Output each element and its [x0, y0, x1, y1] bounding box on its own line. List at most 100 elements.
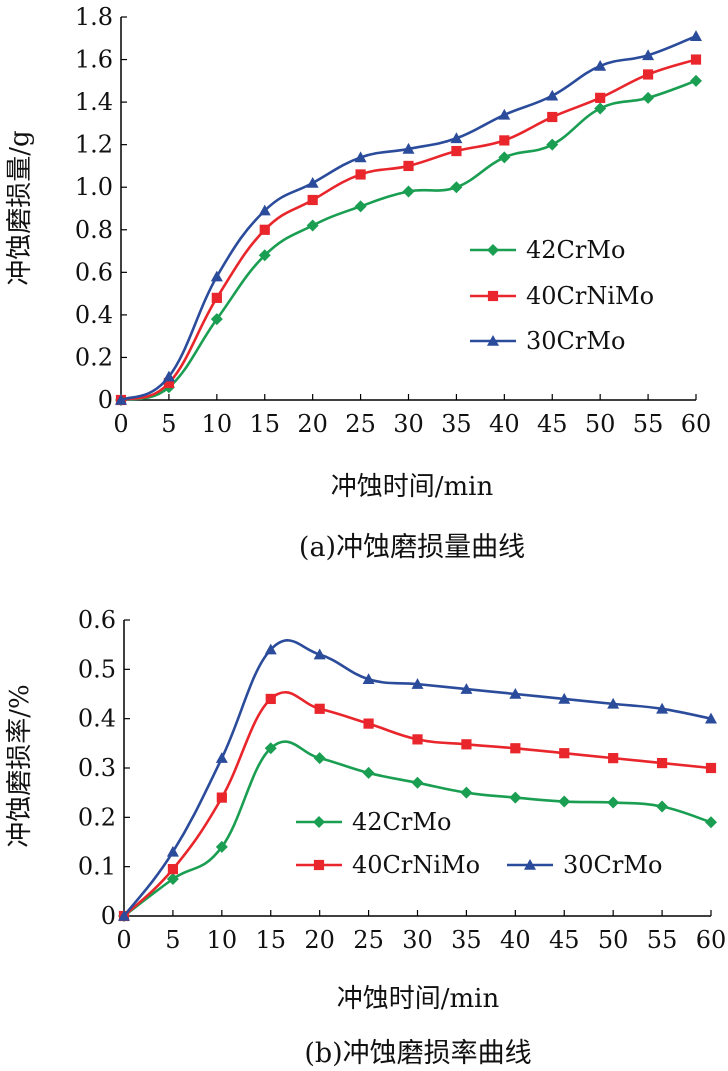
triangle-marker: [402, 142, 415, 154]
square-marker: [314, 703, 325, 714]
x-tick-label: 60: [681, 410, 712, 438]
y-axis-title: 冲蚀磨损率/%: [5, 684, 35, 847]
y-tick-label: 1.8: [75, 3, 113, 31]
square-marker: [363, 718, 374, 729]
square-marker: [487, 290, 499, 302]
diamond-marker: [264, 742, 277, 755]
y-tick-label: 0.5: [78, 655, 116, 683]
diamond-marker: [354, 200, 367, 213]
triangle-marker: [354, 151, 367, 163]
diamond-marker: [313, 752, 326, 765]
diamond-marker: [450, 181, 463, 194]
y-tick-label: 0.2: [78, 803, 116, 831]
triangle-marker: [487, 335, 499, 346]
y-tick-label: 0.2: [75, 343, 113, 371]
triangle-marker: [258, 204, 271, 216]
square-marker: [216, 792, 227, 803]
square-marker: [642, 69, 654, 80]
x-tick-label: 40: [500, 926, 531, 954]
x-tick-label: 35: [441, 410, 472, 438]
series-40CrNiMo: [115, 54, 702, 406]
diamond-marker: [306, 219, 319, 232]
diamond-marker: [411, 776, 424, 789]
triangle-marker: [313, 648, 326, 660]
y-tick-label: 1.6: [75, 46, 113, 74]
square-marker: [510, 743, 521, 754]
legend-label: 42CrMo: [526, 236, 625, 264]
diamond-marker: [594, 102, 607, 115]
triangle-marker: [115, 394, 127, 405]
x-tick-label: 55: [647, 926, 678, 954]
diamond-marker: [607, 796, 620, 809]
square-marker: [167, 864, 179, 875]
triangle-marker: [705, 712, 717, 724]
diamond-marker: [656, 800, 669, 813]
legend-item: 30CrMo: [507, 851, 662, 879]
axes: 0 5 10 15 20 25 30 35 40 45 50 55 60 0 0.2 0.4 0.6 0.8 1.0…: [75, 3, 711, 438]
y-tick-label: 0: [98, 386, 113, 414]
x-axis-title: 冲蚀时间/min: [337, 984, 500, 1014]
series-line: [122, 639, 712, 917]
y-tick-label: 0.4: [78, 705, 116, 733]
diamond-marker: [258, 249, 271, 262]
triangle-marker: [594, 59, 607, 71]
legend-label: 30CrMo: [526, 327, 625, 355]
square-marker: [412, 734, 423, 745]
triangle-marker: [118, 910, 130, 921]
triangle-marker: [460, 683, 473, 694]
y-tick-label: 0.6: [78, 606, 116, 634]
triangle-marker: [306, 176, 319, 188]
y-tick-label: 1.0: [75, 173, 113, 201]
legend-item: 42CrMo: [296, 808, 451, 836]
diamond-marker: [362, 766, 375, 779]
square-marker: [608, 753, 619, 764]
x-tick-label: 25: [353, 926, 384, 954]
x-tick-label: 35: [451, 926, 482, 954]
diamond-marker: [705, 816, 717, 829]
triangle-marker: [264, 643, 277, 655]
x-axis-title: 冲蚀时间/min: [331, 472, 494, 502]
y-tick-label: 0.8: [75, 216, 113, 244]
x-tick-label: 15: [249, 410, 280, 438]
x-tick-label: 30: [402, 926, 433, 954]
legend-item: 40CrNiMo: [296, 851, 480, 879]
x-tick-label: 0: [116, 926, 131, 954]
series-30CrMo: [115, 30, 702, 405]
square-marker: [265, 693, 276, 705]
triangle-marker: [642, 49, 655, 61]
diamond-marker: [210, 313, 223, 326]
x-tick-label: 50: [598, 926, 629, 954]
y-tick-label: 0.1: [78, 853, 116, 881]
diamond-marker: [690, 74, 702, 87]
y-tick-label: 0.3: [78, 754, 116, 782]
legend-item: 30CrMo: [470, 327, 625, 355]
square-marker: [595, 92, 606, 103]
y-tick-label: 1.4: [75, 88, 113, 116]
diamond-marker: [487, 244, 499, 256]
legend-item: 40CrNiMo: [470, 282, 654, 310]
y-tick-label: 1.2: [75, 131, 113, 159]
legend-label: 40CrNiMo: [526, 282, 654, 310]
square-marker: [499, 135, 510, 146]
diamond-marker: [402, 185, 415, 198]
triangle-marker: [509, 688, 522, 699]
series-30CrMo: [118, 639, 717, 921]
square-marker: [211, 292, 222, 303]
triangle-marker: [607, 697, 620, 709]
square-marker: [656, 757, 668, 769]
triangle-marker: [524, 859, 536, 870]
y-tick-label: 0.4: [75, 301, 113, 329]
triangle-marker: [558, 692, 571, 704]
legend-label: 30CrMo: [563, 851, 662, 879]
erosion-mass-loss-chart: 0 5 10 15 20 25 30 35 40 45 50 55 60 0 0.2 0.4 0.6 0.8 1.0…: [5, 3, 711, 563]
square-marker: [461, 739, 472, 750]
y-tick-label: 0: [101, 902, 116, 930]
x-tick-label: 5: [161, 410, 176, 438]
axes: 0 5 10 15 20 25 30 35 40 45 50 55 60 0 0.1 0.2 0.3 0.4 0.5…: [78, 606, 726, 954]
legend-label: 42CrMo: [352, 808, 451, 836]
square-marker: [559, 748, 570, 759]
y-tick-label: 0.6: [75, 258, 113, 286]
x-tick-label: 55: [633, 410, 664, 438]
diamond-marker: [546, 138, 559, 151]
